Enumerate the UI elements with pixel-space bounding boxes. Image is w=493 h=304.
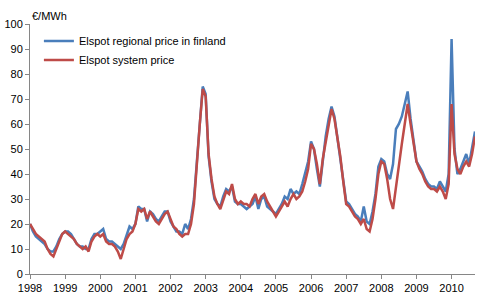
- svg-text:2007: 2007: [334, 282, 358, 294]
- svg-text:2000: 2000: [88, 282, 112, 294]
- svg-text:2009: 2009: [404, 282, 428, 294]
- svg-text:2008: 2008: [369, 282, 393, 294]
- svg-text:2005: 2005: [264, 282, 288, 294]
- svg-text:20: 20: [11, 218, 23, 230]
- svg-text:2003: 2003: [193, 282, 217, 294]
- svg-text:1998: 1998: [18, 282, 42, 294]
- svg-text:30: 30: [11, 193, 23, 205]
- svg-text:70: 70: [11, 93, 23, 105]
- svg-text:2010: 2010: [439, 282, 463, 294]
- svg-text:40: 40: [11, 168, 23, 180]
- svg-text:50: 50: [11, 143, 23, 155]
- svg-text:1999: 1999: [53, 282, 77, 294]
- svg-text:2001: 2001: [123, 282, 147, 294]
- svg-text:10: 10: [11, 243, 23, 255]
- svg-text:2006: 2006: [299, 282, 323, 294]
- svg-text:Elspot regional price in finla: Elspot regional price in finland: [79, 35, 226, 47]
- svg-text:60: 60: [11, 118, 23, 130]
- svg-text:2002: 2002: [158, 282, 182, 294]
- svg-text:100: 100: [4, 18, 22, 30]
- svg-text:80: 80: [11, 68, 23, 80]
- svg-text:2004: 2004: [229, 282, 253, 294]
- svg-text:0: 0: [17, 268, 23, 280]
- svg-text:€/MWh: €/MWh: [32, 10, 67, 22]
- svg-text:Elspot system price: Elspot system price: [79, 54, 174, 66]
- svg-text:90: 90: [11, 43, 23, 55]
